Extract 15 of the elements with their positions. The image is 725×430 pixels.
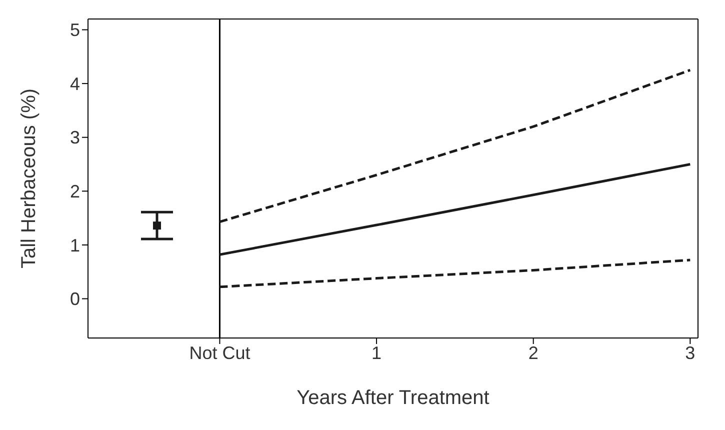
- y-axis-title: Tall Herbaceous (%): [18, 88, 40, 269]
- x-axis-title: Years After Treatment: [296, 387, 490, 409]
- line-series: [218, 68, 692, 224]
- y-tick-label: 4: [70, 74, 80, 94]
- y-tick-label: 2: [70, 182, 80, 202]
- x-tick-label: 2: [528, 342, 538, 363]
- y-tick-label: 3: [70, 128, 80, 148]
- x-tick-label: 1: [372, 342, 382, 363]
- line-series: [218, 258, 692, 288]
- x-tick-label: Not Cut: [189, 342, 250, 363]
- x-tick-label: 3: [685, 342, 696, 363]
- line-series: [218, 162, 692, 256]
- y-tick-label: 0: [70, 289, 80, 310]
- y-tick-label: 1: [70, 235, 80, 256]
- y-tick-label: 5: [70, 20, 80, 40]
